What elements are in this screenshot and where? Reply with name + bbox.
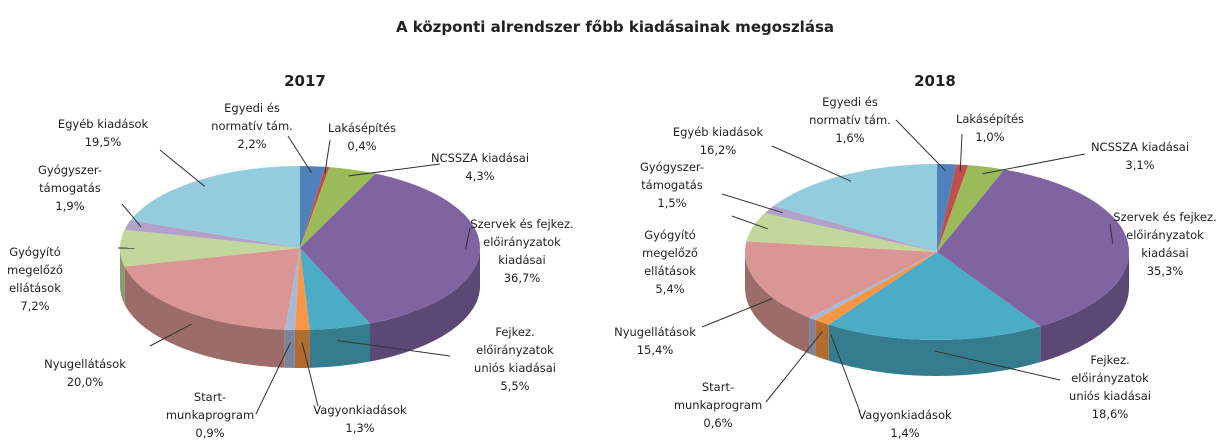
leader-line (722, 194, 783, 213)
value-label: 1,3% (345, 421, 374, 435)
value-label: 20,0% (67, 375, 104, 389)
slice-side (310, 324, 370, 368)
slice-label: NCSSZA kiadásai (431, 151, 529, 165)
chart-title: 2018 (914, 72, 956, 90)
slice-label: Gyógyszer-támogatás (38, 163, 102, 195)
slice-label: Gyógyszer-támogatás (640, 160, 704, 192)
value-label: 3,1% (1125, 158, 1154, 172)
value-label: 19,5% (85, 135, 122, 149)
value-label: 18,6% (1092, 407, 1129, 421)
slice-label: Start-munkaprogram (674, 380, 762, 412)
leader-line (772, 146, 851, 181)
value-label: 4,3% (465, 169, 494, 183)
slice-label: Nyugellátások (614, 325, 696, 339)
leader-line (160, 150, 205, 186)
value-label: 0,6% (703, 416, 732, 430)
value-label: 1,6% (835, 131, 864, 145)
leader-line (349, 164, 440, 176)
value-label: 0,9% (195, 426, 224, 440)
slice-label: Lakásépítés (328, 121, 396, 135)
value-label: 1,0% (975, 130, 1004, 144)
slice-side (815, 320, 828, 361)
value-label: 1,9% (55, 199, 84, 213)
slice-label: Lakásépítés (956, 112, 1024, 126)
value-label: 7,2% (20, 299, 49, 313)
slice-label: NCSSZA kiadásai (1091, 140, 1189, 154)
chart-title: 2017 (284, 72, 326, 90)
page-title: A központi alrendszer főbb kiadásainak m… (396, 18, 834, 36)
value-label: 0,4% (347, 139, 376, 153)
slice-label: Vagyonkiadások (313, 403, 407, 417)
slice-label: Egyéb kiadások (673, 125, 764, 139)
slice-label: Start-munkaprogram (166, 390, 254, 422)
value-label: 35,3% (1147, 264, 1184, 278)
value-label: 2,2% (237, 137, 266, 151)
slice-side (810, 318, 816, 356)
slice-label: Vagyonkiadások (858, 408, 952, 422)
leader-line (896, 120, 946, 171)
value-label: 1,4% (890, 426, 919, 440)
slice-label: Egyéb kiadások (58, 117, 149, 131)
value-label: 36,7% (504, 271, 541, 285)
value-label: 15,4% (637, 343, 674, 357)
leader-line (982, 154, 1085, 174)
value-label: 1,5% (657, 196, 686, 210)
slice-label: Nyugellátások (44, 357, 126, 371)
value-label: 5,5% (500, 379, 529, 393)
value-label: 16,2% (700, 143, 737, 157)
slice-side (285, 330, 295, 368)
value-label: 5,4% (655, 282, 684, 296)
